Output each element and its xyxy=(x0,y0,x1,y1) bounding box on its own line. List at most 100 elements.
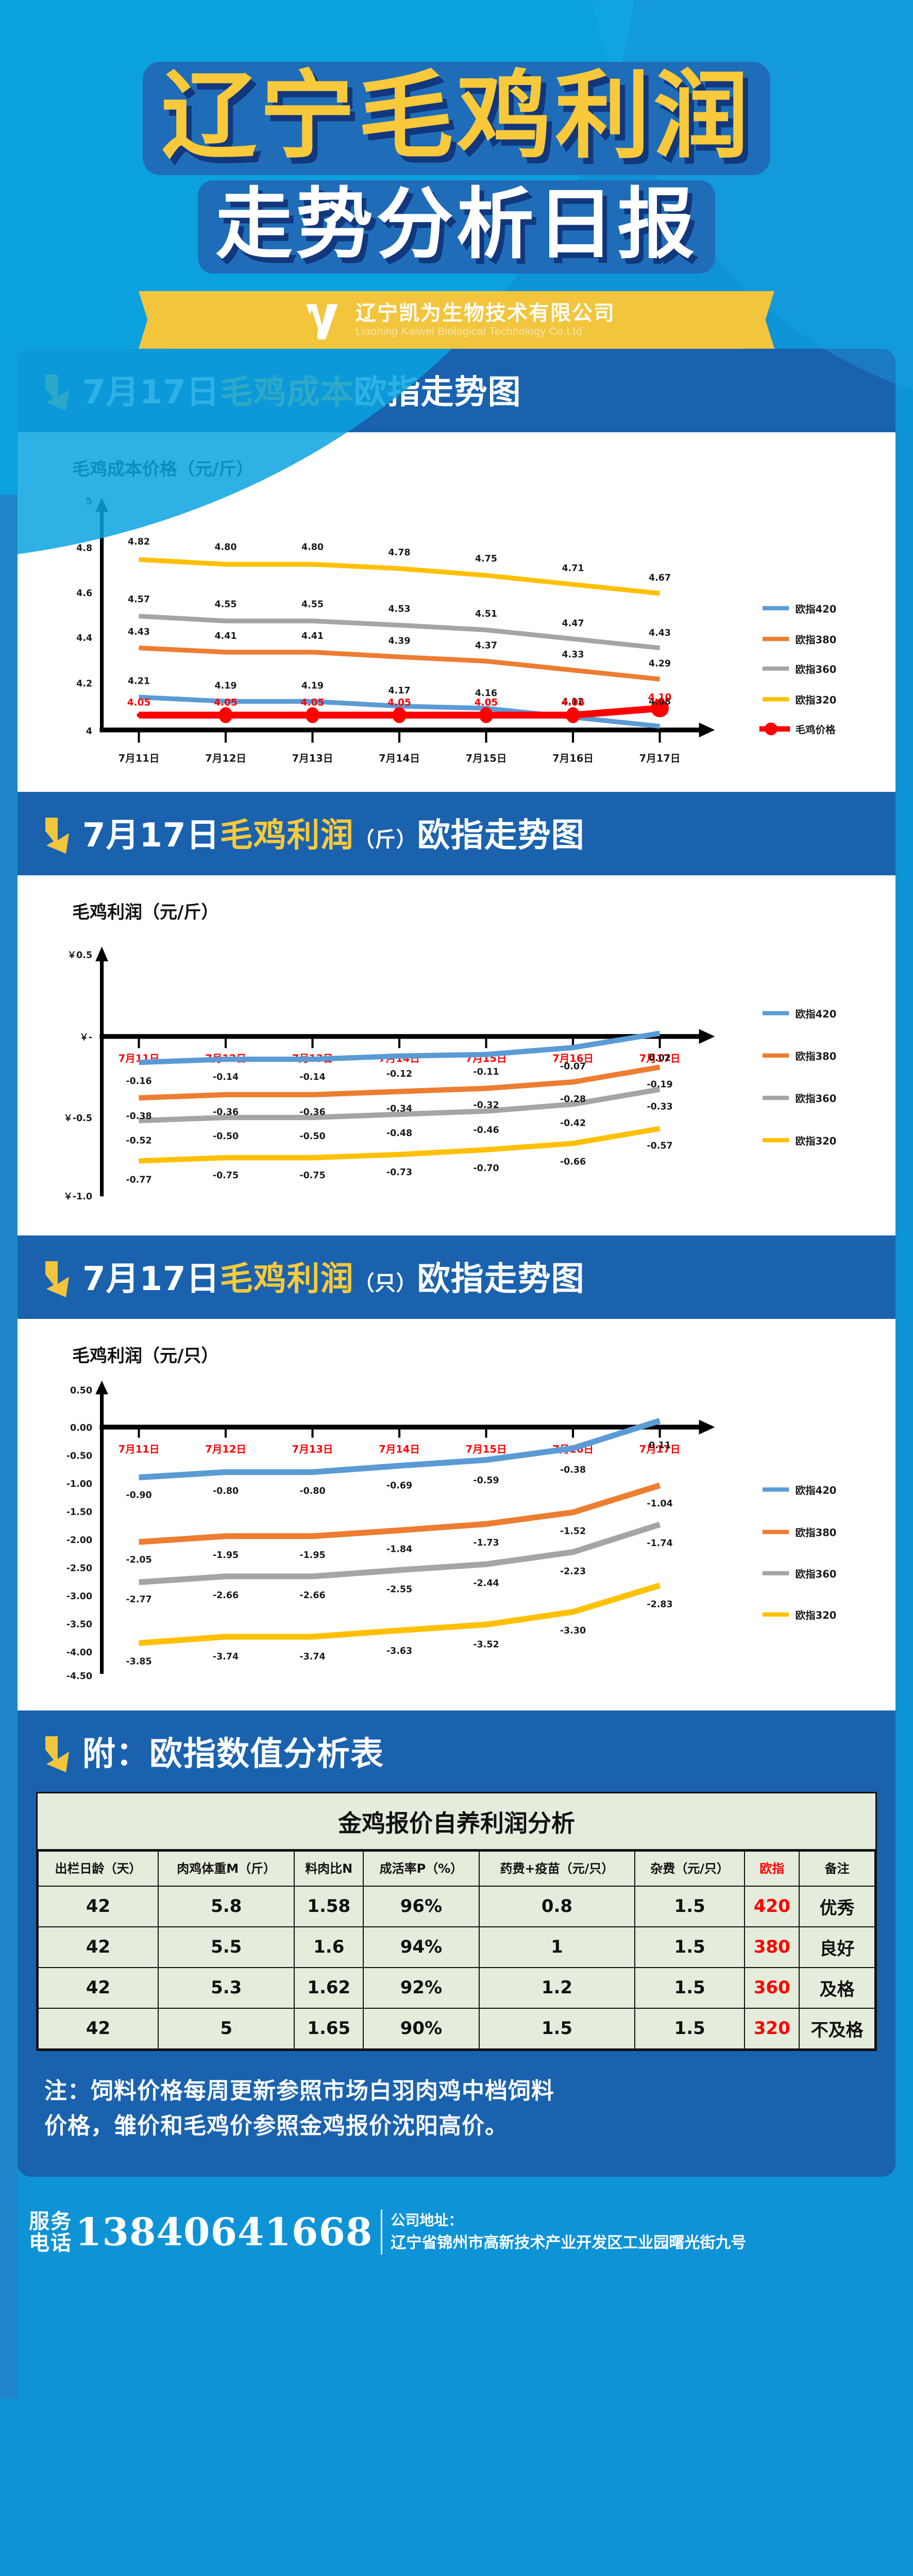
svg-text:7月15日: 7月15日 xyxy=(466,1443,507,1455)
cell-survival: 96% xyxy=(363,1885,480,1927)
cell-age: 42 xyxy=(37,1926,159,1968)
svg-text:4.51: 4.51 xyxy=(475,609,497,619)
svg-text:-0.75: -0.75 xyxy=(213,1171,239,1181)
service-phone-number[interactable]: 13840641668 xyxy=(75,2210,373,2255)
cell-remark: 及格 xyxy=(799,1967,875,2009)
svg-text:4.08: 4.08 xyxy=(649,697,671,707)
svg-text:4.57: 4.57 xyxy=(128,595,150,605)
svg-text:-2.00: -2.00 xyxy=(66,1535,92,1546)
svg-text:-2.50: -2.50 xyxy=(66,1563,92,1573)
svg-text:-1.95: -1.95 xyxy=(299,1550,325,1560)
svg-text:欧指380: 欧指380 xyxy=(796,1050,837,1062)
svg-text:7月17日: 7月17日 xyxy=(639,1053,681,1064)
svg-text:-1.52: -1.52 xyxy=(560,1526,586,1536)
svg-text:-0.16: -0.16 xyxy=(126,1076,151,1087)
svg-text:-3.74: -3.74 xyxy=(299,1652,325,1662)
svg-text:4.05: 4.05 xyxy=(214,697,238,708)
svg-text:-0.48: -0.48 xyxy=(386,1128,412,1139)
table-header-row: 出栏日龄（天） 肉鸡体重M（斤） 料肉比N 成活率P（%） 药费+疫苗（元/只）… xyxy=(37,1850,875,1887)
svg-text:7月16日: 7月16日 xyxy=(552,752,594,764)
svg-text:4.55: 4.55 xyxy=(301,599,324,609)
euro-index-table-card: 金鸡报价自养利润分析 出栏日龄（天） 肉鸡体重M（斤） 料肉比N 成活率P（%）… xyxy=(36,1791,877,2051)
cell-weight: 5 xyxy=(158,2007,295,2049)
svg-text:欧指360: 欧指360 xyxy=(796,664,837,675)
cell-age: 42 xyxy=(37,1967,159,2009)
svg-text:-3.74: -3.74 xyxy=(213,1652,239,1662)
svg-text:-2.23: -2.23 xyxy=(560,1566,586,1577)
chart-cost-svg: 5 4.8 4.6 4.4 4.2 4 7月11日 7月12日 xyxy=(76,497,837,764)
cell-survival: 92% xyxy=(363,1967,480,2009)
svg-text:-0.11: -0.11 xyxy=(473,1067,499,1077)
svg-text:4.71: 4.71 xyxy=(562,563,584,573)
chart-profit-jin: ￥0.5 ￥- ￥-0.5 ￥-1.0 7月11日 7月12日 7月13日 xyxy=(33,925,880,1222)
company-name-block: 辽宁凯为生物技术有限公司 Liaoning Kaiwei Biological … xyxy=(356,301,615,338)
svg-text:欧指320: 欧指320 xyxy=(796,1136,837,1147)
cell-survival: 90% xyxy=(363,2007,480,2049)
cell-misc: 1.5 xyxy=(634,1926,746,1968)
svg-text:-0.34: -0.34 xyxy=(386,1104,412,1114)
cell-feed-ratio: 1.65 xyxy=(294,2007,364,2049)
svg-text:7月13日: 7月13日 xyxy=(292,752,333,764)
svg-text:7月17日: 7月17日 xyxy=(639,752,681,764)
svg-text:-2.83: -2.83 xyxy=(647,1599,672,1609)
svg-text:-0.38: -0.38 xyxy=(560,1465,586,1475)
svg-text:-1.74: -1.74 xyxy=(647,1538,672,1549)
svg-text:4.82: 4.82 xyxy=(128,537,150,547)
svg-text:4.41: 4.41 xyxy=(214,631,236,641)
svg-text:4.05: 4.05 xyxy=(387,697,411,708)
service-label-line2: 电话 xyxy=(29,2230,72,2255)
service-phone-block: 服务 电话 13840641668 xyxy=(29,2210,373,2255)
svg-text:0.00: 0.00 xyxy=(70,1423,92,1433)
svg-text:4.2: 4.2 xyxy=(76,679,92,689)
svg-text:-0.66: -0.66 xyxy=(560,1157,586,1167)
svg-text:-0.50: -0.50 xyxy=(299,1131,325,1142)
section-tail: 欧指走势图 xyxy=(417,1260,585,1298)
chart-cost: 5 4.8 4.6 4.4 4.2 4 7月11日 7月12日 xyxy=(33,482,880,778)
arrow-down-right-icon xyxy=(45,1261,69,1297)
svg-text:4: 4 xyxy=(86,726,92,737)
svg-text:-0.57: -0.57 xyxy=(647,1141,672,1151)
svg-text:￥-0.5: ￥-0.5 xyxy=(63,1113,92,1124)
section-highlight: 毛鸡利润 xyxy=(219,817,354,855)
svg-text:-0.14: -0.14 xyxy=(213,1072,239,1082)
svg-text:-2.77: -2.77 xyxy=(126,1595,151,1605)
cell-age: 42 xyxy=(37,1885,159,1927)
cell-euro-index: 320 xyxy=(744,2007,800,2049)
cell-medicine: 1.2 xyxy=(478,1967,636,2009)
svg-text:-2.05: -2.05 xyxy=(126,1555,151,1565)
arrow-down-right-icon xyxy=(45,818,69,854)
section-sub: （只） xyxy=(353,1271,417,1295)
footer-divider xyxy=(381,2210,383,2255)
cell-remark: 良好 xyxy=(799,1926,875,1968)
cell-medicine: 1 xyxy=(478,1926,636,1968)
svg-text:7月11日: 7月11日 xyxy=(119,752,160,764)
service-phone-label: 服务 电话 xyxy=(29,2210,75,2255)
svg-text:-0.36: -0.36 xyxy=(213,1107,239,1117)
svg-text:-2.55: -2.55 xyxy=(386,1584,412,1595)
svg-text:4.55: 4.55 xyxy=(214,599,236,609)
svg-text:-0.42: -0.42 xyxy=(560,1118,586,1129)
svg-text:-0.33: -0.33 xyxy=(647,1102,672,1112)
cell-euro-index: 420 xyxy=(744,1885,800,1927)
section-sub: （斤） xyxy=(353,828,417,852)
svg-text:-3.52: -3.52 xyxy=(473,1639,499,1650)
chart-legend-profit-zhi: 欧指420 欧指380 欧指360 欧指320 xyxy=(762,1484,836,1621)
table-row: 42 5.3 1.62 92% 1.2 1.5 360 及格 xyxy=(37,1967,875,2009)
svg-text:-1.50: -1.50 xyxy=(66,1507,92,1517)
contact-footer: 服务 电话 13840641668 公司地址： 辽宁省锦州市高新技术产业开发区工… xyxy=(0,2177,913,2291)
section-title-table: 附：欧指数值分析表 xyxy=(82,1738,384,1771)
svg-text:4.10: 4.10 xyxy=(648,692,672,703)
svg-text:-3.63: -3.63 xyxy=(386,1646,412,1656)
svg-text:4.41: 4.41 xyxy=(301,631,324,641)
company-address-value: 辽宁省锦州市高新技术产业开发区工业园曙光街九号 xyxy=(391,2234,747,2252)
svg-text:-2.66: -2.66 xyxy=(299,1590,325,1600)
svg-text:-0.80: -0.80 xyxy=(213,1486,239,1496)
svg-text:-0.90: -0.90 xyxy=(126,1490,151,1500)
chart-card-profit-zhi: 毛鸡利润（元/只） 0.50 0.00 -0.50 -1.00 -1.50 -2… xyxy=(18,1318,895,1710)
svg-text:-3.50: -3.50 xyxy=(66,1619,92,1630)
cell-survival: 94% xyxy=(363,1926,480,1968)
section-highlight: 毛鸡利润 xyxy=(219,1260,354,1298)
svg-text:欧指380: 欧指380 xyxy=(796,634,837,646)
svg-text:毛鸡价格: 毛鸡价格 xyxy=(796,724,836,736)
